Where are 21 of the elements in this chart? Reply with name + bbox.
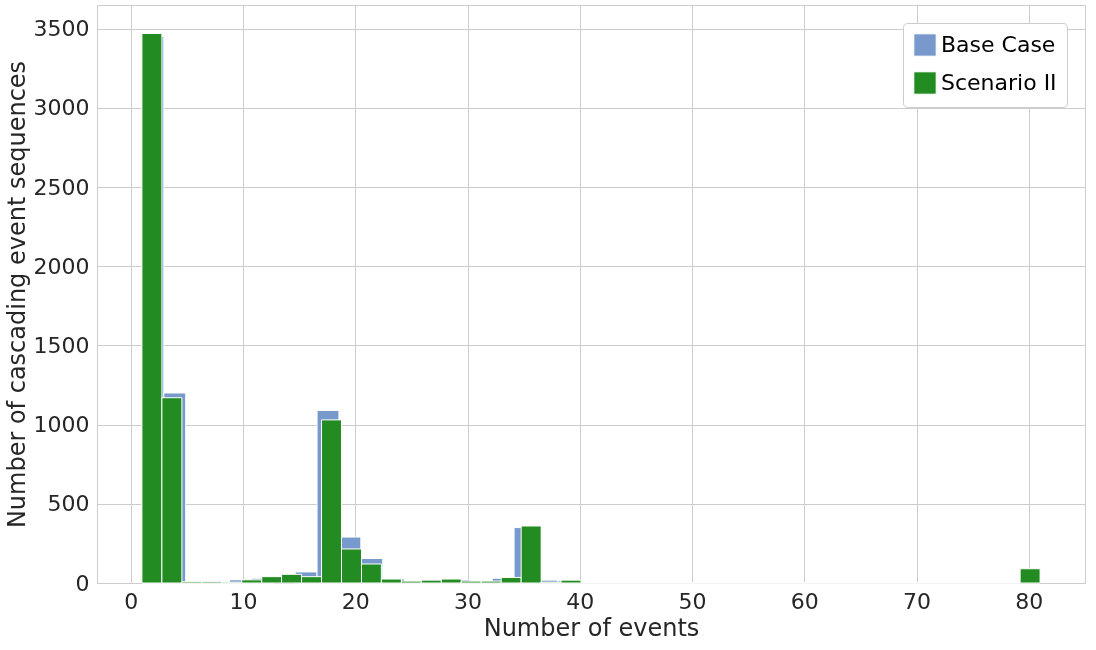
y-tick-label: 1500	[33, 332, 90, 358]
y-tick-label: 0	[75, 570, 90, 596]
x-tick-label: 50	[678, 588, 707, 614]
x-tick-label: 40	[566, 588, 595, 614]
x-tick-label: 30	[454, 588, 482, 614]
legend-label: Base Case	[941, 32, 1056, 57]
x-tick-label: 0	[124, 588, 139, 614]
y-axis-title: Number of cascading event sequences	[2, 60, 31, 529]
y-tick-label: 500	[47, 491, 90, 517]
y-tick-label: 1000	[33, 412, 90, 438]
x-axis-title: Number of events	[483, 613, 700, 642]
x-tick-label: 60	[790, 588, 819, 614]
x-tick-label: 10	[229, 588, 258, 614]
x-tick-label: 70	[903, 588, 932, 614]
x-tick-label: 80	[1015, 588, 1044, 614]
y-tick-label: 3000	[33, 95, 90, 121]
y-tick-label: 2000	[33, 253, 90, 279]
y-tick-label: 3500	[33, 16, 90, 42]
legend-label: Scenario II	[941, 70, 1057, 95]
x-tick-label: 20	[341, 588, 370, 614]
y-tick-label: 2500	[33, 174, 90, 200]
